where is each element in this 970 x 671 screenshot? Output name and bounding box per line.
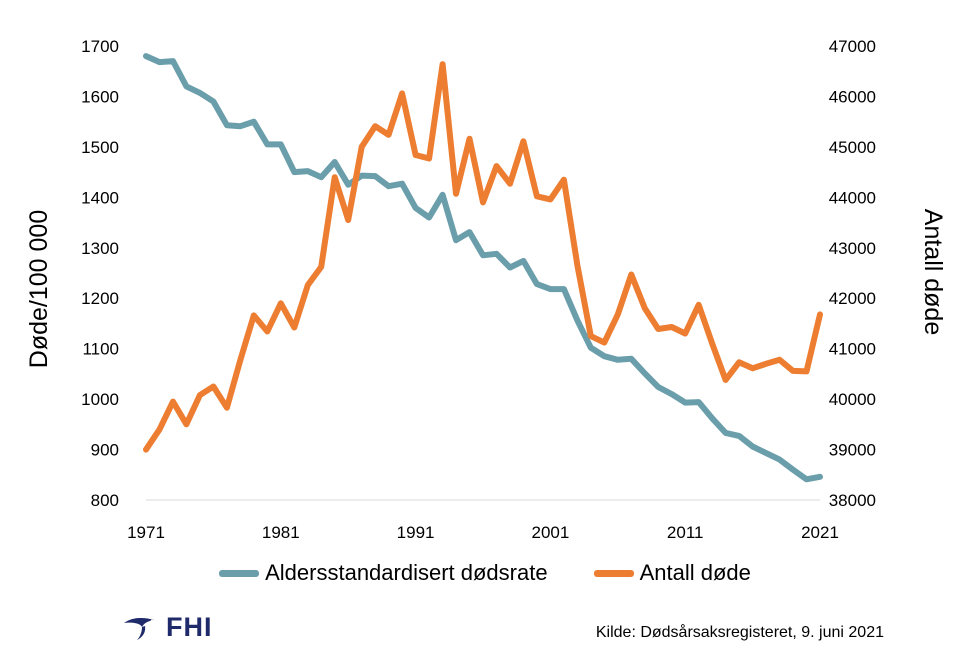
legend-item-rate: Aldersstandardisert dødsrate	[219, 560, 548, 586]
chart-legend: Aldersstandardisert dødsrate Antall døde	[0, 560, 970, 586]
legend-swatch-rate	[219, 569, 260, 577]
x-tick-label: 2021	[801, 523, 839, 542]
left-tick-label: 1200	[81, 289, 119, 308]
fhi-bird-icon	[124, 617, 154, 640]
fhi-logo-text: FHI	[166, 612, 213, 642]
line-chart: 800 900 1000 1100 1200 1300 1400 1500 1600 1700 3…	[25, 37, 947, 542]
right-axis-ticks: 38000 39000 40000 41000 42000 43000 44000 45000…	[829, 37, 876, 510]
left-axis-ticks: 800 900 1000 1100 1200 1300 1400 1500 1600 1700	[81, 37, 119, 510]
left-tick-label: 1100	[82, 340, 119, 359]
left-tick-label: 1500	[81, 138, 119, 157]
left-tick-label: 1000	[81, 390, 119, 409]
legend-label-rate: Aldersstandardisert dødsrate	[265, 560, 548, 585]
x-tick-label: 1971	[127, 523, 165, 542]
right-tick-label: 46000	[829, 87, 876, 106]
x-axis-ticks: 1971 1981 1991 2001 2011 2021	[127, 523, 839, 542]
right-tick-label: 39000	[829, 441, 876, 460]
series-lines	[143, 53, 823, 483]
x-tick-label: 1981	[262, 523, 300, 542]
x-tick-label: 1991	[397, 523, 435, 542]
left-tick-label: 1400	[81, 188, 119, 207]
right-tick-label: 42000	[829, 289, 876, 308]
right-tick-label: 47000	[829, 37, 876, 56]
series-line-rate	[143, 53, 823, 483]
right-tick-label: 41000	[829, 340, 876, 359]
left-tick-label: 1600	[81, 87, 119, 106]
left-tick-label: 1300	[81, 239, 119, 258]
left-axis-title: Døde/100 000	[25, 210, 53, 368]
right-tick-label: 44000	[829, 188, 876, 207]
right-tick-label: 45000	[829, 138, 876, 157]
left-tick-label: 1700	[81, 37, 119, 56]
left-tick-label: 800	[91, 491, 119, 510]
right-tick-label: 43000	[829, 239, 876, 258]
legend-item-deaths: Antall døde	[593, 560, 751, 586]
right-tick-label: 38000	[829, 491, 876, 510]
fhi-logo: FHI	[122, 612, 213, 643]
x-tick-label: 2011	[667, 523, 704, 542]
x-tick-label: 2001	[531, 523, 569, 542]
right-axis-title: Antall døde	[919, 209, 947, 335]
source-note: Kilde: Dødsårsaksregisteret, 9. juni 202…	[595, 624, 884, 641]
series-line-deaths	[143, 61, 823, 453]
legend-swatch-deaths	[593, 569, 634, 577]
right-tick-label: 40000	[829, 390, 876, 409]
left-tick-label: 900	[91, 441, 119, 460]
legend-label-deaths: Antall døde	[639, 560, 751, 585]
